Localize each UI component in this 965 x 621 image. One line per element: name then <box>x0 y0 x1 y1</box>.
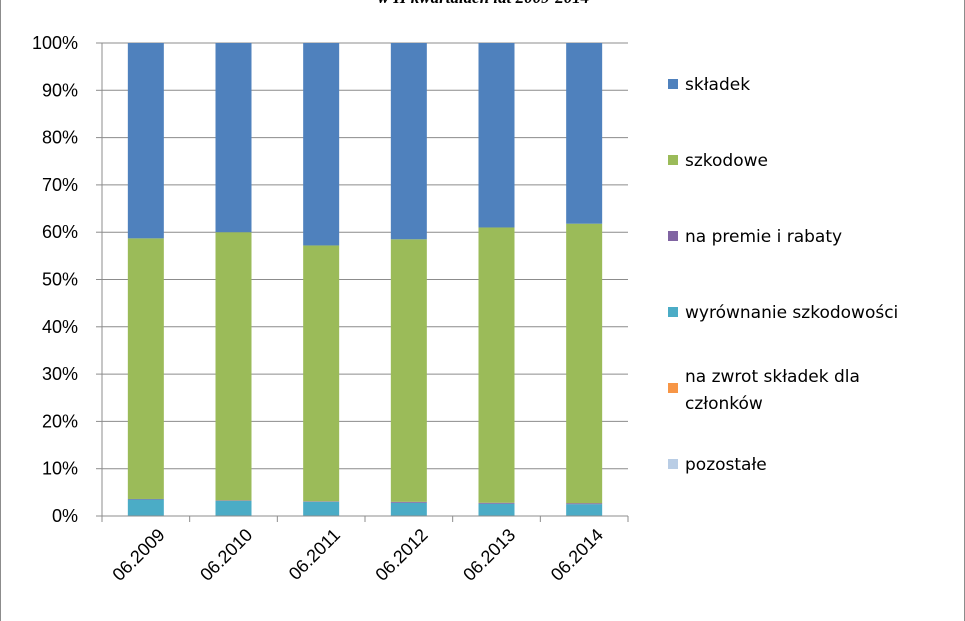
y-tick-label: 70% <box>42 175 78 195</box>
x-tick-label: 06.2013 <box>459 525 519 585</box>
legend-label: pozostałe <box>685 455 767 475</box>
legend-swatch <box>668 231 678 241</box>
bar-segment <box>127 499 164 516</box>
bar-segment <box>566 503 603 505</box>
bar-segment <box>303 501 340 516</box>
y-tick-label: 30% <box>42 364 78 384</box>
bar-segment <box>127 43 164 239</box>
y-tick-label: 90% <box>42 80 78 100</box>
bar-segment <box>478 227 515 503</box>
bar-segment <box>478 503 515 516</box>
bar-segment <box>566 223 603 504</box>
y-tick-label: 60% <box>42 222 78 242</box>
legend-label: członków <box>685 394 763 414</box>
legend-label: szkodowe <box>685 151 768 171</box>
bar-segment <box>215 232 252 501</box>
y-tick-label: 80% <box>42 128 78 148</box>
y-tick-label: 0% <box>52 506 78 526</box>
bar-segment <box>566 504 603 516</box>
y-tick-label: 50% <box>42 270 78 290</box>
y-tick-label: 40% <box>42 317 78 337</box>
bar-segment <box>390 43 427 240</box>
bar-segment <box>390 501 427 503</box>
legend-label: składek <box>685 75 750 95</box>
legend-swatch <box>668 155 678 165</box>
legend-swatch <box>668 307 678 317</box>
x-tick-label: 06.2009 <box>109 525 169 585</box>
legend-swatch <box>668 79 678 89</box>
x-tick-label: 06.2012 <box>372 525 432 585</box>
bar-segment <box>478 502 515 504</box>
bar-segment <box>127 238 164 499</box>
bar-segment <box>390 502 427 516</box>
bar-segment <box>215 43 252 233</box>
legend-swatch <box>668 383 678 393</box>
y-tick-label: 20% <box>42 411 78 431</box>
y-tick-label: 10% <box>42 459 78 479</box>
legend-label: na premie i rabaty <box>685 227 842 247</box>
x-tick-label: 06.2010 <box>196 525 256 585</box>
bar-segment <box>478 43 515 228</box>
legend-swatch <box>668 459 678 469</box>
bar-segment <box>215 500 252 516</box>
bar-segment <box>303 245 340 502</box>
bar-segment <box>303 43 340 246</box>
y-tick-label: 100% <box>32 33 78 53</box>
legend-label: na zwrot składek dla <box>685 367 860 387</box>
legend-label: wyrównanie szkodowości <box>685 303 898 323</box>
chart-title: w II kwartałach lat 2009-2014 <box>1 0 965 8</box>
x-tick-label: 06.2014 <box>547 525 607 585</box>
x-tick-label: 06.2011 <box>285 525 344 584</box>
bar-segment <box>566 43 603 224</box>
bar-segment <box>390 239 427 502</box>
